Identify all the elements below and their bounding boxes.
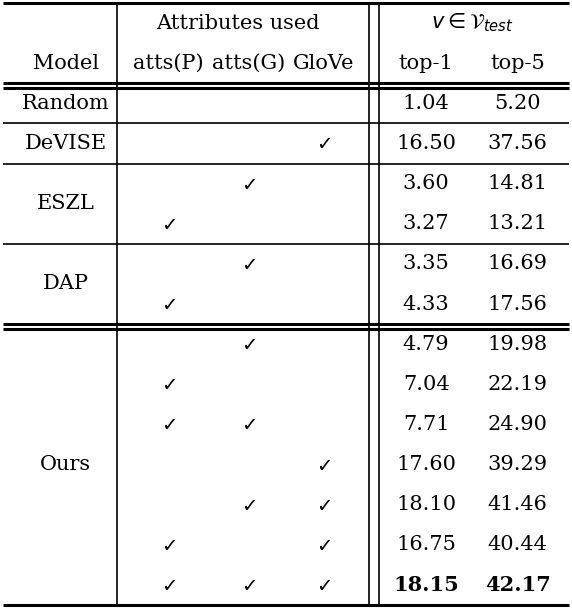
Text: 24.90: 24.90 (488, 415, 547, 434)
Text: Ours: Ours (40, 455, 92, 474)
Text: 42.17: 42.17 (485, 575, 550, 595)
Text: 18.10: 18.10 (396, 495, 456, 514)
Text: 22.19: 22.19 (488, 375, 547, 394)
Text: 19.98: 19.98 (487, 334, 548, 354)
Text: 16.69: 16.69 (488, 254, 547, 274)
Text: $\checkmark$: $\checkmark$ (161, 215, 176, 233)
Text: 5.20: 5.20 (494, 94, 541, 113)
Text: atts(G): atts(G) (212, 54, 285, 73)
Text: $\checkmark$: $\checkmark$ (161, 375, 176, 393)
Text: 40.44: 40.44 (488, 535, 547, 554)
Text: Attributes used: Attributes used (156, 13, 319, 33)
Text: 14.81: 14.81 (488, 174, 547, 193)
Text: $\checkmark$: $\checkmark$ (241, 576, 256, 594)
Text: 16.50: 16.50 (396, 134, 456, 153)
Text: 4.33: 4.33 (403, 294, 450, 314)
Text: DAP: DAP (43, 274, 89, 294)
Text: $\checkmark$: $\checkmark$ (316, 536, 331, 554)
Text: $v \in \mathcal{V}_{test}$: $v \in \mathcal{V}_{test}$ (431, 12, 513, 35)
Text: 13.21: 13.21 (487, 214, 548, 233)
Text: $\checkmark$: $\checkmark$ (316, 496, 331, 514)
Text: 3.60: 3.60 (403, 174, 450, 193)
Text: $\checkmark$: $\checkmark$ (161, 295, 176, 313)
Text: atts(P): atts(P) (133, 54, 204, 73)
Text: 3.27: 3.27 (403, 214, 450, 233)
Text: 41.46: 41.46 (488, 495, 547, 514)
Text: $\checkmark$: $\checkmark$ (241, 255, 256, 273)
Text: 1.04: 1.04 (403, 94, 450, 113)
Text: $\checkmark$: $\checkmark$ (241, 335, 256, 353)
Text: 7.71: 7.71 (403, 415, 450, 434)
Text: 37.56: 37.56 (488, 134, 547, 153)
Text: 4.79: 4.79 (403, 334, 450, 354)
Text: $\checkmark$: $\checkmark$ (161, 415, 176, 434)
Text: DeVISE: DeVISE (25, 134, 107, 153)
Text: $\checkmark$: $\checkmark$ (316, 576, 331, 594)
Text: $\checkmark$: $\checkmark$ (241, 174, 256, 193)
Text: 16.75: 16.75 (396, 535, 456, 554)
Text: $\checkmark$: $\checkmark$ (316, 134, 331, 153)
Text: $\checkmark$: $\checkmark$ (316, 455, 331, 474)
Text: $\checkmark$: $\checkmark$ (241, 496, 256, 514)
Text: 3.35: 3.35 (403, 254, 450, 274)
Text: 18.15: 18.15 (394, 575, 459, 595)
Text: 7.04: 7.04 (403, 375, 450, 394)
Text: Random: Random (22, 94, 110, 113)
Text: Model: Model (33, 54, 99, 73)
Text: $\checkmark$: $\checkmark$ (161, 536, 176, 554)
Text: ESZL: ESZL (37, 194, 95, 213)
Text: top-5: top-5 (490, 54, 545, 73)
Text: GloVe: GloVe (292, 54, 354, 73)
Text: 39.29: 39.29 (487, 455, 548, 474)
Text: 17.56: 17.56 (488, 294, 547, 314)
Text: 17.60: 17.60 (396, 455, 456, 474)
Text: top-1: top-1 (399, 54, 454, 73)
Text: $\checkmark$: $\checkmark$ (161, 576, 176, 594)
Text: $\checkmark$: $\checkmark$ (241, 415, 256, 434)
